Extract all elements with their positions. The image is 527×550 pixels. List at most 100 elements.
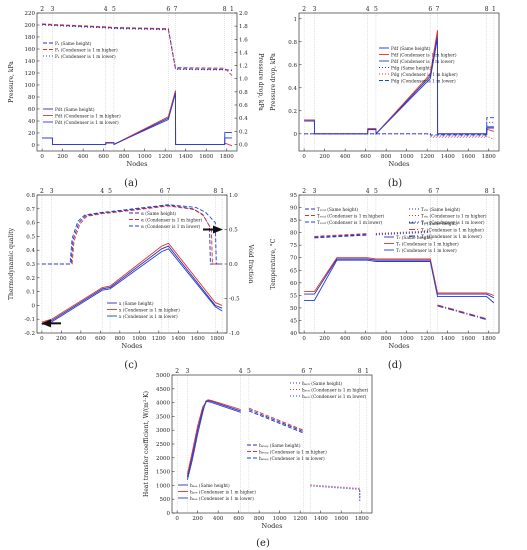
x-tick-label: 1800: [355, 516, 369, 522]
y2-axis-label: Pressure drop, kPa: [257, 53, 264, 111]
y2-tick-label: 2.0: [239, 11, 248, 17]
x-tick-label: 1600: [334, 516, 348, 522]
series-line: [304, 259, 495, 304]
series-line: [42, 24, 232, 71]
y-tick-label: 100: [25, 83, 36, 89]
legend-label: hₑₒₙ (Condenser is 1 m lower): [302, 395, 367, 400]
y-tick-label: 0.6: [288, 63, 297, 69]
panel-label-e: (e): [256, 538, 270, 549]
y2-axis-label: Void fraction: [247, 244, 254, 284]
x-tick-label: 400: [340, 336, 351, 342]
series-line: [41, 242, 223, 323]
legend-label: x (Condenser is 1 m lower): [119, 315, 178, 320]
node-label: 2: [302, 6, 306, 13]
y2-tick-label: -0.5: [229, 297, 240, 303]
node-label: 5: [108, 188, 112, 195]
y2-tick-label: 0.8: [239, 90, 248, 96]
legend-label: hₑₒₙ (Condenser is 1 m higher): [302, 388, 369, 393]
y-tick-label: 0: [167, 511, 171, 517]
legend-label: hₛₑₑ (Same height): [190, 484, 230, 489]
legend-label: x (Same height): [119, 302, 154, 307]
plot-frame: [298, 12, 500, 152]
x-tick-label: 1400: [179, 154, 193, 160]
y-tick-label: 3500: [156, 414, 170, 420]
node-label: 6: [166, 6, 170, 13]
legend-label: Pdf (Condenser is 1 m higher): [391, 53, 457, 58]
panel-label-d: (d): [388, 360, 402, 371]
y-tick-label: 0.8: [288, 40, 297, 46]
x-tick-label: 200: [319, 154, 330, 160]
x-tick-label: 1000: [400, 154, 414, 160]
node-label: 7: [174, 6, 178, 13]
x-tick-label: 1400: [441, 154, 455, 160]
series-line: [437, 304, 487, 320]
y-tick-label: 75: [290, 243, 297, 249]
y-tick-label: 2000: [156, 456, 170, 462]
series-line: [304, 117, 494, 136]
series-line: [186, 399, 241, 475]
x-tick-label: 0: [302, 336, 306, 342]
right-axis-arrow: [213, 225, 223, 234]
legend-label: hₛₑₑ (Condenser is 1 m higher): [190, 490, 256, 495]
x-tick-label: 1400: [441, 336, 455, 342]
y-tick-label: 0: [294, 132, 298, 138]
x-tick-label: 0: [40, 336, 44, 342]
legend-label: Pdg (Same height): [391, 66, 432, 71]
y-tick-label: 0.4: [288, 86, 297, 92]
chart-panel-a: 2 3 4 5 6 7 8 10 200 400 600 800 1000 1200 1400 1600 180…: [8, 6, 264, 168]
y-tick-label: 1500: [156, 470, 170, 476]
x-tick-label: 1800: [220, 154, 234, 160]
node-label: 1: [492, 6, 496, 13]
y-tick-label: 0.5: [26, 234, 35, 240]
y-tick-label: 200: [25, 23, 36, 29]
y2-tick-label: 0.0: [229, 262, 238, 268]
y-tick-label: 20: [28, 131, 35, 137]
node-label: 7: [436, 6, 440, 13]
legend-label: α (Same height): [141, 212, 176, 217]
legend-label: Tᵥₒᵤₜ (Same height): [317, 208, 358, 213]
series-line: [41, 248, 223, 326]
node-label: 4: [366, 188, 370, 195]
y-tick-label: 4500: [156, 387, 170, 393]
y-tick-label: 80: [28, 95, 35, 101]
x-tick-label: 1600: [461, 154, 475, 160]
y-tick-label: 4000: [156, 401, 170, 407]
x-tick-label: 1200: [152, 336, 166, 342]
panel-label-b: (b): [388, 178, 402, 189]
legend-label: Tᵣ (Condenser is 1 m higher): [396, 242, 459, 247]
series-line: [186, 399, 241, 478]
legend-label: Pdf (Condenser is 1 m lower): [391, 60, 455, 65]
node-label: 2: [40, 188, 44, 195]
y-tick-label: 85: [290, 218, 297, 224]
y-tick-label: 0.7: [26, 207, 35, 213]
y-tick-label: 45: [290, 318, 297, 324]
legend-label: Tᵧ (Same height): [421, 222, 458, 227]
series-line: [41, 204, 223, 265]
x-tick-label: 600: [360, 336, 371, 342]
y2-tick-label: 0.5: [229, 228, 238, 234]
y2-tick-label: 0.0: [239, 142, 248, 148]
legend-label: Tᵥₒᵤₜ (Condenser is 1 m lower): [317, 221, 383, 226]
node-label: 8: [485, 188, 489, 195]
x-tick-label: 200: [319, 336, 330, 342]
x-tick-label: 600: [360, 154, 371, 160]
y-tick-label: 180: [25, 35, 36, 41]
y2-tick-label: 1.0: [239, 77, 248, 83]
legend-label: α (Condenser is 1 m higher): [141, 218, 203, 223]
series-line: [41, 204, 223, 265]
series-line: [41, 205, 223, 265]
y-tick-label: 0.2: [288, 109, 297, 115]
x-tick-label: 0: [175, 516, 179, 522]
legend-label: Pdt (Same height): [55, 108, 95, 113]
y-tick-label: 0.8: [26, 193, 35, 199]
node-label: 6: [428, 188, 432, 195]
y-tick-label: 55: [290, 293, 297, 299]
node-label: 1: [230, 6, 234, 13]
y2-tick-label: 0.4: [239, 116, 248, 122]
node-label: 2: [302, 188, 306, 195]
legend-label: Tᵧ (Condenser is 1 m lower): [421, 235, 482, 240]
x-tick-label: 800: [119, 154, 130, 160]
x-tick-label: 1200: [420, 336, 434, 342]
x-tick-label: 400: [340, 154, 351, 160]
series-line: [248, 407, 304, 431]
